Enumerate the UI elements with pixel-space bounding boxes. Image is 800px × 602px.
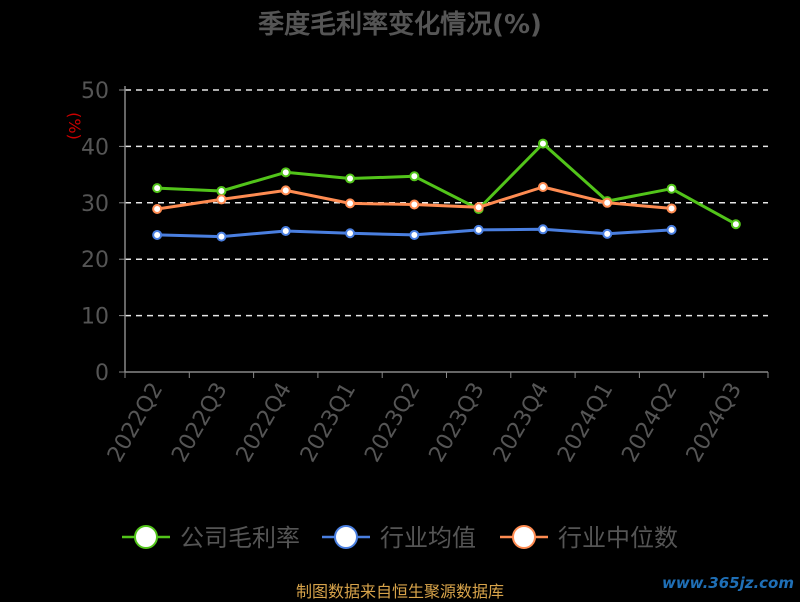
y-tick-label: 40 — [81, 135, 109, 160]
legend-marker — [334, 525, 358, 549]
data-source-note: 制图数据来自恒生聚源数据库 — [295, 582, 504, 601]
data-point — [409, 199, 420, 210]
data-point — [152, 204, 163, 215]
series-line-1 — [157, 142, 737, 226]
data-point — [730, 219, 741, 230]
data-point — [537, 182, 548, 193]
x-tick-label: 2023Q3 — [425, 379, 490, 467]
y-tick-label: 10 — [81, 305, 109, 330]
data-point — [345, 198, 356, 209]
data-point — [666, 203, 677, 214]
x-tick-label: 2022Q2 — [103, 379, 168, 467]
data-point — [602, 197, 613, 208]
data-point — [537, 138, 548, 149]
data-point — [602, 228, 613, 239]
data-point — [152, 183, 163, 194]
data-point — [216, 231, 227, 242]
site-watermark: www.365jz.com — [661, 574, 794, 592]
x-tick-label: 2022Q4 — [232, 379, 297, 467]
x-tick-label: 2024Q1 — [553, 379, 618, 467]
legend-label: 公司毛利率 — [180, 524, 300, 552]
y-tick-label: 30 — [81, 192, 109, 217]
data-point — [666, 183, 677, 194]
x-tick-label: 2023Q2 — [360, 379, 425, 467]
y-tick-label: 20 — [81, 248, 109, 273]
data-point — [409, 229, 420, 240]
chart-title: 季度毛利率变化情况(%) — [258, 9, 542, 40]
legend-label: 行业均值 — [380, 524, 476, 552]
data-point — [280, 167, 291, 178]
data-point — [409, 171, 420, 182]
legend-marker — [512, 525, 536, 549]
data-point — [473, 202, 484, 213]
y-axis-label: (%) — [65, 112, 84, 140]
legend-label: 行业中位数 — [558, 524, 678, 552]
data-point — [345, 173, 356, 184]
x-tick-label: 2024Q3 — [682, 379, 747, 467]
x-tick-label: 2024Q2 — [617, 379, 682, 467]
data-point — [537, 224, 548, 235]
data-point — [152, 229, 163, 240]
data-point — [216, 185, 227, 196]
y-tick-label: 50 — [81, 79, 109, 104]
x-tick-label: 2023Q4 — [489, 379, 554, 467]
data-point — [666, 224, 677, 235]
data-point — [473, 224, 484, 235]
data-point — [345, 228, 356, 239]
x-tick-label: 2023Q1 — [296, 379, 361, 467]
data-point — [280, 226, 291, 236]
data-point — [216, 194, 227, 205]
y-tick-label: 0 — [95, 361, 109, 386]
legend-marker — [134, 525, 158, 549]
x-tick-label: 2022Q3 — [167, 379, 232, 467]
data-point — [280, 185, 291, 196]
